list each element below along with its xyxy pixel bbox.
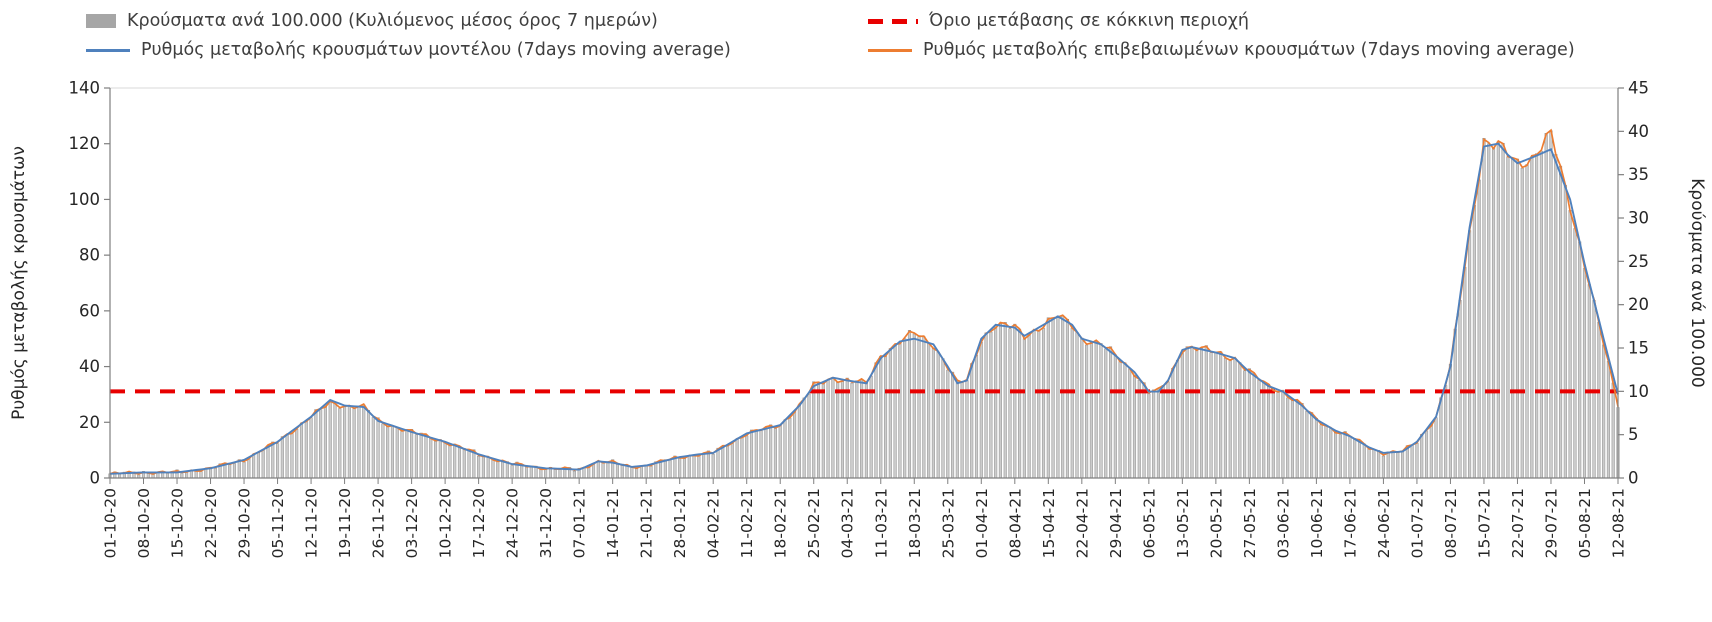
svg-text:12-08-21: 12-08-21 [1610, 488, 1628, 558]
svg-text:24-06-21: 24-06-21 [1375, 488, 1393, 558]
right-axis-title: Κρούσματα ανά 100.000 [1687, 178, 1707, 387]
svg-text:29-07-21: 29-07-21 [1542, 488, 1560, 558]
svg-text:03-12-20: 03-12-20 [403, 488, 421, 558]
svg-text:29-04-21: 29-04-21 [1107, 488, 1125, 558]
svg-text:11-03-21: 11-03-21 [872, 488, 890, 558]
x-axis-labels: 01-10-20 08-10-20 15-10-20 22-10-20 29-10-20… [102, 478, 1628, 558]
right-axis-labels: 0 5 10 15 20 25 30 35 40 45 [1618, 79, 1649, 488]
svg-text:27-05-21: 27-05-21 [1241, 488, 1259, 558]
svg-text:08-10-20: 08-10-20 [135, 488, 153, 558]
svg-text:18-03-21: 18-03-21 [906, 488, 924, 558]
svg-text:28-01-21: 28-01-21 [671, 488, 689, 558]
left-axis-title: Ρυθμός μεταβολής κρουσμάτων [9, 146, 29, 420]
svg-text:11-02-21: 11-02-21 [738, 488, 756, 558]
svg-text:25-03-21: 25-03-21 [939, 488, 957, 558]
svg-text:08-07-21: 08-07-21 [1442, 488, 1460, 558]
svg-text:18-02-21: 18-02-21 [772, 488, 790, 558]
left-axis-labels: 0 20 40 60 80 100 120 140 [69, 79, 110, 488]
svg-text:25-02-21: 25-02-21 [805, 488, 823, 558]
svg-text:40: 40 [1628, 122, 1649, 141]
svg-text:10-06-21: 10-06-21 [1308, 488, 1326, 558]
svg-text:10: 10 [1628, 382, 1649, 401]
svg-text:08-04-21: 08-04-21 [1006, 488, 1024, 558]
svg-text:24-12-20: 24-12-20 [504, 488, 522, 558]
svg-text:30: 30 [1628, 209, 1649, 228]
svg-text:12-11-20: 12-11-20 [303, 488, 321, 558]
svg-text:17-06-21: 17-06-21 [1341, 488, 1359, 558]
legend-label-model: Ρυθμός μεταβολής κρουσμάτων μοντέλου (7d… [141, 40, 731, 60]
svg-text:100: 100 [69, 190, 101, 209]
axes [109, 88, 1619, 479]
chart-svg: 0 20 40 60 80 100 120 140 0 5 10 15 20 25 30 35 40 45 01-1… [9, 79, 1707, 559]
svg-text:26-11-20: 26-11-20 [370, 488, 388, 558]
legend-item-model: Ρυθμός μεταβολής κρουσμάτων μοντέλου (7d… [86, 40, 731, 60]
svg-text:10-12-20: 10-12-20 [437, 488, 455, 558]
bars-swatch-icon [86, 14, 116, 28]
svg-text:13-05-21: 13-05-21 [1174, 488, 1192, 558]
svg-text:14-01-21: 14-01-21 [604, 488, 622, 558]
model-line [109, 142, 1619, 475]
legend-label-bars: Κρούσματα ανά 100.000 (Κυλιόμενος μέσος … [127, 11, 658, 31]
svg-text:04-02-21: 04-02-21 [705, 488, 723, 558]
svg-text:15-07-21: 15-07-21 [1475, 488, 1493, 558]
svg-text:17-12-20: 17-12-20 [470, 488, 488, 558]
svg-text:120: 120 [69, 134, 101, 153]
svg-text:22-04-21: 22-04-21 [1073, 488, 1091, 558]
svg-text:20: 20 [1628, 295, 1649, 314]
svg-text:03-06-21: 03-06-21 [1274, 488, 1292, 558]
legend-label-threshold: Όριο μετάβασης σε κόκκινη περιοχή [929, 11, 1249, 31]
svg-text:80: 80 [79, 246, 100, 265]
legend-item-bars: Κρούσματα ανά 100.000 (Κυλιόμενος μέσος … [86, 11, 658, 31]
svg-text:25: 25 [1628, 252, 1649, 271]
svg-text:35: 35 [1628, 165, 1649, 184]
svg-text:0: 0 [1628, 469, 1639, 488]
svg-text:140: 140 [69, 79, 101, 98]
svg-text:19-11-20: 19-11-20 [336, 488, 354, 558]
svg-text:15-04-21: 15-04-21 [1040, 488, 1058, 558]
threshold-dash-icon [868, 18, 918, 24]
confirmed-line-icon [868, 48, 912, 52]
svg-text:04-03-21: 04-03-21 [839, 488, 857, 558]
legend-label-confirmed: Ρυθμός μεταβολής επιβεβαιωμένων κρουσμάτ… [923, 40, 1575, 60]
svg-text:15-10-20: 15-10-20 [169, 488, 187, 558]
svg-text:5: 5 [1628, 425, 1639, 444]
svg-text:01-07-21: 01-07-21 [1408, 488, 1426, 558]
svg-text:01-10-20: 01-10-20 [102, 488, 120, 558]
svg-text:40: 40 [79, 357, 100, 376]
svg-text:20-05-21: 20-05-21 [1207, 488, 1225, 558]
svg-text:60: 60 [79, 301, 100, 320]
svg-text:22-07-21: 22-07-21 [1509, 488, 1527, 558]
svg-text:29-10-20: 29-10-20 [236, 488, 254, 558]
svg-text:21-01-21: 21-01-21 [638, 488, 656, 558]
chart-area: 0 20 40 60 80 100 120 140 0 5 10 15 20 25 30 35 40 45 01-1… [0, 62, 1712, 618]
svg-text:22-10-20: 22-10-20 [202, 488, 220, 558]
model-line-icon [86, 48, 130, 52]
bars-series [108, 130, 1620, 479]
svg-text:20: 20 [79, 413, 100, 432]
svg-text:01-04-21: 01-04-21 [973, 488, 991, 558]
legend-item-confirmed: Ρυθμός μεταβολής επιβεβαιωμένων κρουσμάτ… [868, 40, 1575, 60]
legend-item-threshold: Όριο μετάβασης σε κόκκινη περιοχή [868, 11, 1249, 31]
svg-text:06-05-21: 06-05-21 [1140, 488, 1158, 558]
svg-text:15: 15 [1628, 339, 1649, 358]
svg-text:07-01-21: 07-01-21 [571, 488, 589, 558]
svg-text:05-11-20: 05-11-20 [269, 488, 287, 558]
svg-text:0: 0 [90, 469, 101, 488]
svg-text:31-12-20: 31-12-20 [537, 488, 555, 558]
svg-text:45: 45 [1628, 79, 1649, 98]
svg-text:05-08-21: 05-08-21 [1576, 488, 1594, 558]
